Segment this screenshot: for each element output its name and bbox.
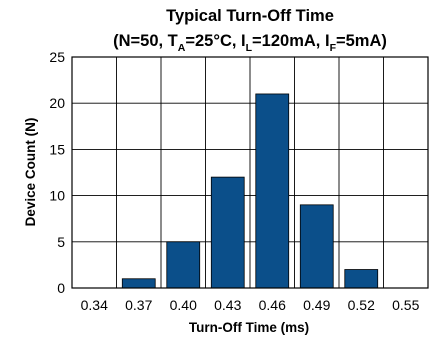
x-tick-labels: 0.34 0.37 0.40 0.43 0.46 0.49 0.52 0.55 xyxy=(81,297,420,313)
bars xyxy=(121,93,379,289)
bar-0.43 xyxy=(210,176,245,289)
y-tick-labels: 0 5 10 15 20 25 xyxy=(49,49,65,296)
subtitle-open: (N=50, T xyxy=(113,32,178,50)
y-tick-label: 25 xyxy=(49,49,65,65)
y-axis-label: Device Count (N) xyxy=(23,118,38,227)
subtitle-sub-f: F xyxy=(330,42,337,54)
plot-frame xyxy=(71,56,429,289)
x-tick-label: 0.46 xyxy=(259,297,286,313)
bar-0.46 xyxy=(255,93,290,289)
subtitle-mid-1: =25°C, I xyxy=(185,32,245,50)
y-tick-label: 10 xyxy=(49,188,65,204)
subtitle-close: =5mA) xyxy=(336,32,387,50)
grid xyxy=(72,57,428,288)
x-tick-label: 0.34 xyxy=(81,297,108,313)
y-tick-label: 20 xyxy=(49,95,65,111)
x-axis-label: Turn-Off Time (ms) xyxy=(189,320,309,335)
x-tick-label: 0.49 xyxy=(303,297,330,313)
y-tick-label: 5 xyxy=(57,234,65,250)
bar-0.37 xyxy=(121,278,156,289)
subtitle-mid-2: =120mA, I xyxy=(252,32,330,50)
x-tick-label: 0.40 xyxy=(170,297,197,313)
x-tick-label: 0.37 xyxy=(125,297,152,313)
bar-0.40 xyxy=(166,241,201,289)
y-tick-label: 0 xyxy=(57,280,65,296)
y-tick-label: 15 xyxy=(49,141,65,157)
x-tick-label: 0.52 xyxy=(348,297,375,313)
chart-subtitle: (N=50, TA=25°C, IL=120mA, IF=5mA) xyxy=(113,32,387,54)
x-tick-label: 0.55 xyxy=(392,297,419,313)
subtitle-sub-a: A xyxy=(178,42,186,54)
bar-0.52 xyxy=(344,269,379,289)
x-tick-label: 0.43 xyxy=(214,297,241,313)
chart-title: Typical Turn-Off Time xyxy=(166,7,334,25)
bar-0.49 xyxy=(299,204,334,289)
subtitle-sub-l: L xyxy=(246,42,253,54)
